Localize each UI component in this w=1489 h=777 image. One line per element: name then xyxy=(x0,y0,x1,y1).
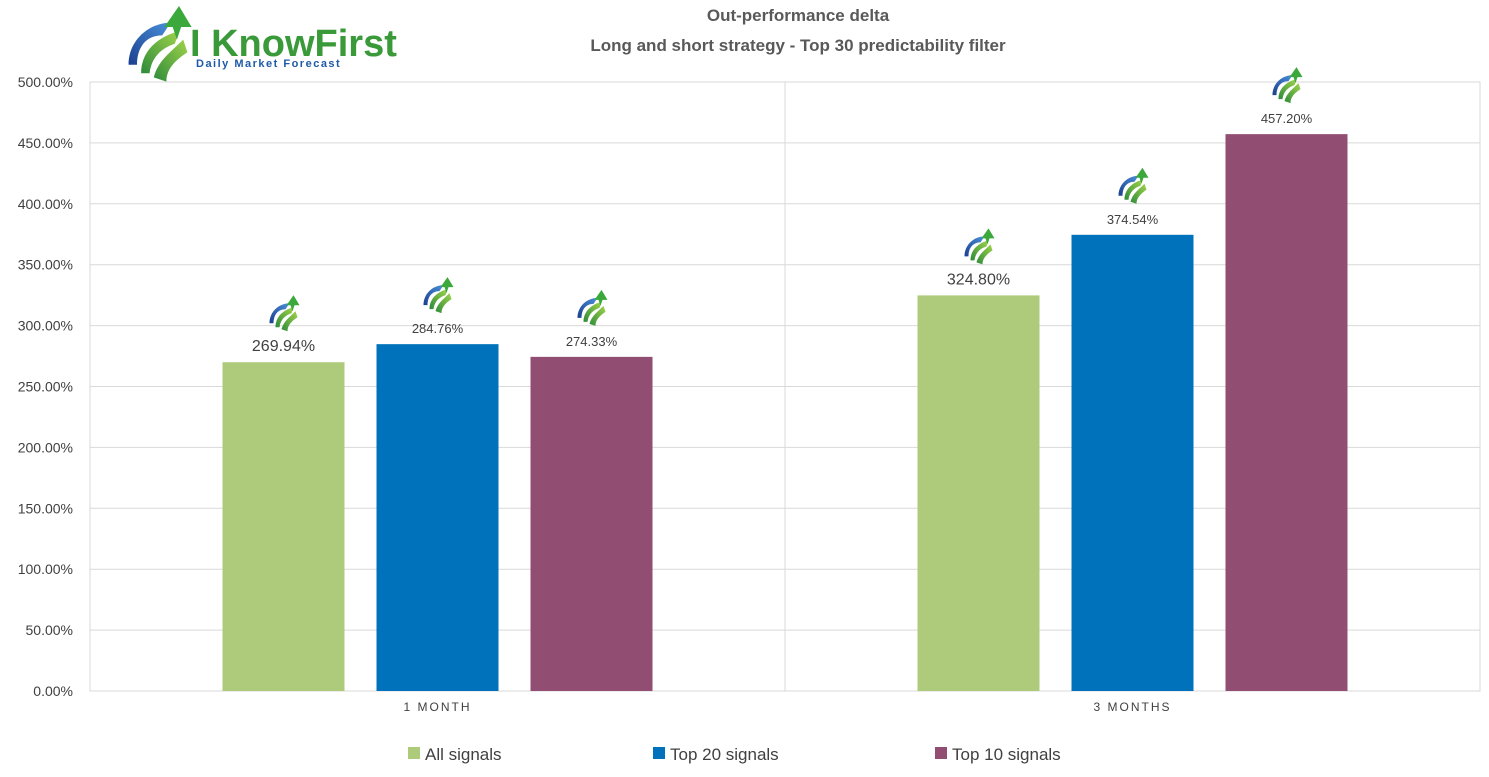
legend: All signals Top 20 signals Top 10 signals xyxy=(408,745,1061,764)
logo-brand-text: I KnowFirst xyxy=(190,23,397,65)
bar xyxy=(222,362,345,691)
data-label: 374.54% xyxy=(1107,212,1159,227)
y-tick-label: 450.00% xyxy=(18,135,73,151)
logo-swoosh-icon xyxy=(128,6,192,82)
legend-swatch xyxy=(935,747,947,759)
chart-subtitle: Long and short strategy - Top 30 predict… xyxy=(590,36,1006,55)
logo-tagline: Daily Market Forecast xyxy=(196,58,341,70)
data-label: 457.20% xyxy=(1261,111,1313,126)
chart-title: Out-performance delta xyxy=(707,6,890,25)
bar xyxy=(530,356,653,691)
data-label: 269.94% xyxy=(252,338,315,355)
legend-label: Top 20 signals xyxy=(670,745,779,764)
brand-logo: I KnowFirst Daily Market Forecast xyxy=(128,6,397,82)
legend-label: All signals xyxy=(425,745,502,764)
y-tick-label: 100.00% xyxy=(18,561,73,577)
bars: 269.94% 284.76% 274.33% 324.80% 374.54% 457.2… xyxy=(222,67,1348,692)
logo-marker-icon xyxy=(1272,67,1303,104)
logo-marker-icon xyxy=(577,289,608,326)
y-tick-label: 300.00% xyxy=(18,318,73,334)
legend-swatch xyxy=(653,747,665,759)
data-label: 324.80% xyxy=(947,271,1010,288)
legend-swatch xyxy=(408,747,420,759)
y-tick-label: 150.00% xyxy=(18,500,73,516)
legend-label: Top 10 signals xyxy=(952,745,1061,764)
bar xyxy=(1071,234,1194,691)
bar xyxy=(1225,134,1348,692)
y-tick-label: 200.00% xyxy=(18,439,73,455)
y-tick-label: 500.00% xyxy=(18,74,73,90)
y-tick-label: 250.00% xyxy=(18,379,73,395)
y-tick-label: 50.00% xyxy=(26,622,73,638)
x-axis: 1 MONTH 3 MONTHS xyxy=(404,700,1171,714)
logo-marker-icon xyxy=(1118,167,1149,204)
y-tick-label: 400.00% xyxy=(18,196,73,212)
y-axis: 0.00% 50.00% 100.00% 150.00% 200.00% 250.00% 3… xyxy=(18,74,73,699)
bar xyxy=(917,295,1040,691)
logo-marker-icon xyxy=(423,277,454,314)
bar xyxy=(376,344,499,691)
data-label: 274.33% xyxy=(566,334,618,349)
data-label: 284.76% xyxy=(412,321,464,336)
x-tick-label: 3 MONTHS xyxy=(1093,700,1171,714)
x-tick-label: 1 MONTH xyxy=(404,700,472,714)
logo-marker-icon xyxy=(964,228,995,265)
y-tick-label: 0.00% xyxy=(33,683,73,699)
y-tick-label: 350.00% xyxy=(18,257,73,273)
